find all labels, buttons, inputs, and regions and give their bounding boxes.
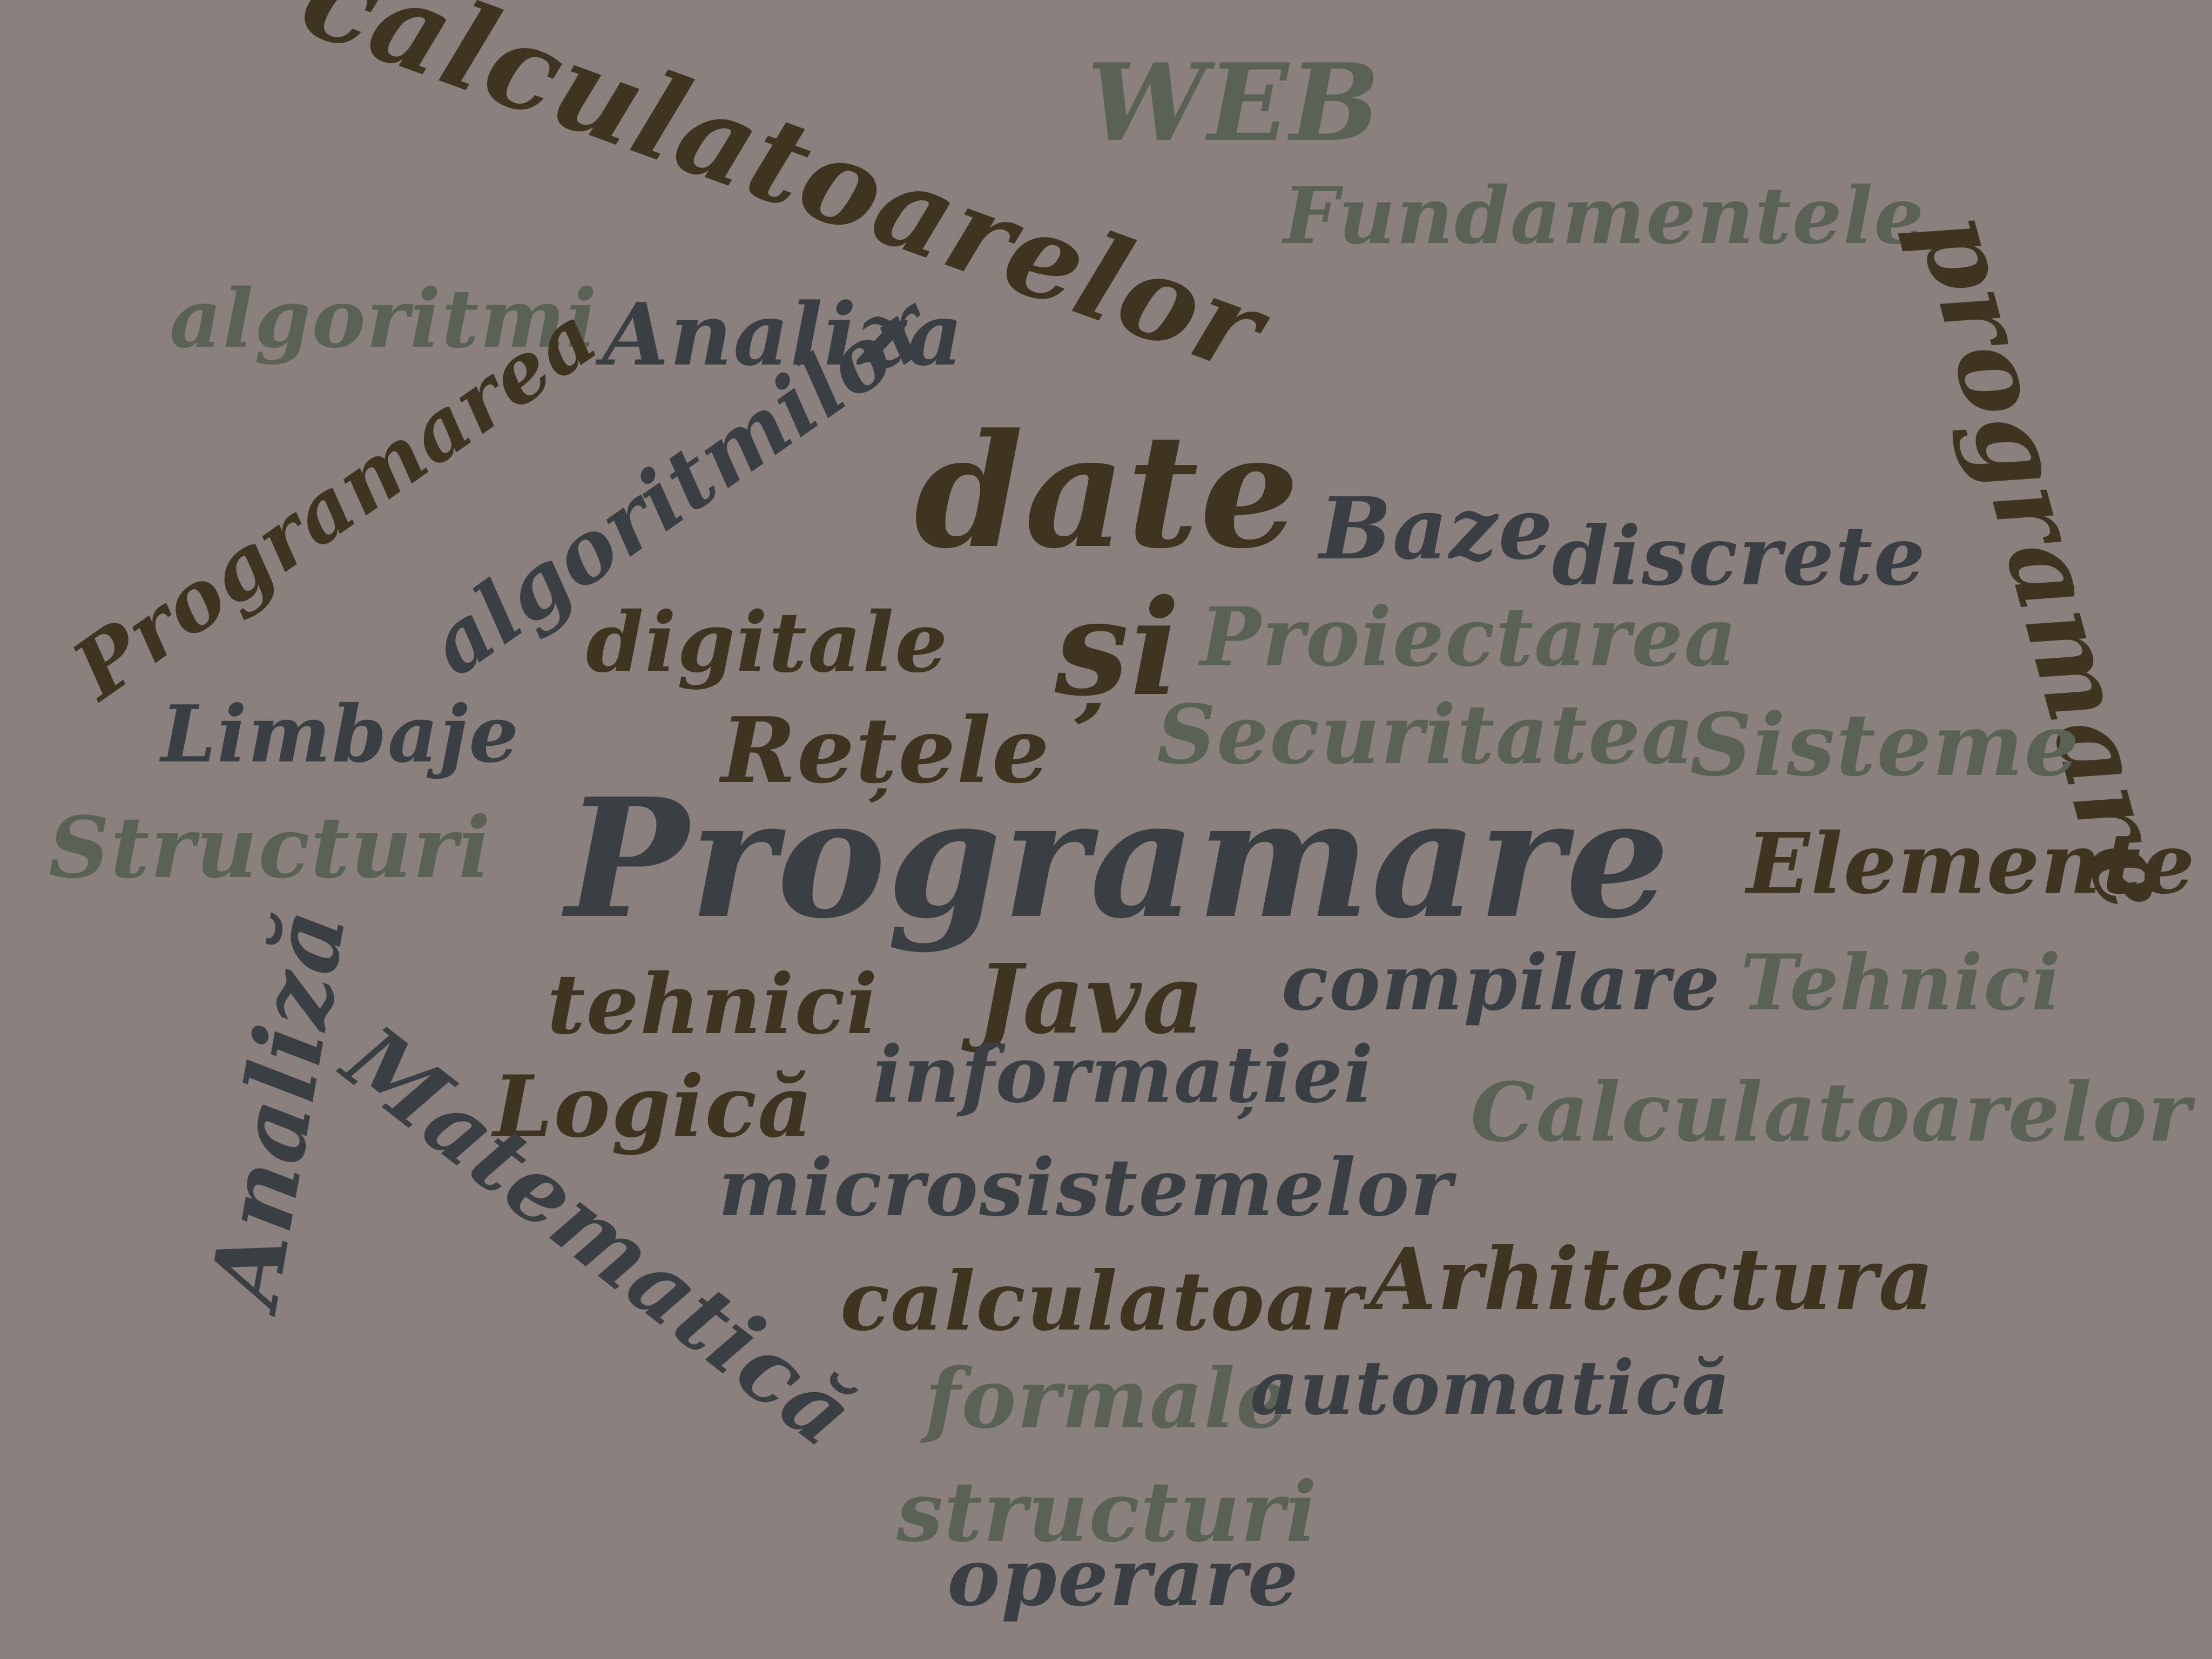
word-si: și	[1055, 570, 1182, 725]
word-fundamentele: Fundamentele	[1283, 170, 1925, 262]
word-algoritmi: algoritmi	[170, 272, 598, 366]
word-date: date	[914, 400, 1300, 583]
word-limbaje: Limbaje	[161, 689, 520, 780]
word-logica: Logică	[493, 1057, 814, 1157]
word-discrete: discrete	[1552, 509, 1926, 604]
word-retele: Rețele	[721, 698, 1051, 804]
word-sisteme: Sisteme	[1690, 695, 2080, 795]
word-calculatoar: calculatoar	[840, 1254, 1363, 1349]
word-web: WEB	[1087, 41, 1381, 165]
word-securitatea: Securitatea	[1157, 686, 1696, 783]
word-programare-vertical: programare	[1894, 199, 2201, 925]
word-analiza: Analiza	[602, 285, 965, 385]
word-structuri-lower: structuri	[896, 1464, 1318, 1561]
word-formale: formale	[925, 1350, 1290, 1447]
word-calculatoarelor-capital: Calculatoarelor	[1471, 1065, 2192, 1160]
word-proiectarea: Proiectarea	[1200, 590, 1738, 685]
word-informatiei: informației	[873, 1029, 1374, 1120]
word-baze: Baze	[1319, 479, 1554, 579]
word-compilare: compilare	[1282, 938, 1721, 1028]
word-tehnici-capital: Tehnici	[1741, 938, 2062, 1028]
word-programare-main: Programare	[565, 763, 1671, 955]
word-arhitectura: Arhitectura	[1370, 1230, 1935, 1330]
word-automatica: automatică	[1250, 1344, 1731, 1432]
word-elemente: Elemente	[1746, 815, 2196, 913]
word-java: Java	[976, 943, 1205, 1055]
word-digitale: digitale	[586, 594, 949, 691]
word-analiza-vertical: Analiză	[188, 900, 368, 1314]
word-operare: operare	[947, 1530, 1300, 1624]
word-tehnici-lower: tehnici	[547, 956, 879, 1053]
word-microsistemelor: microsistemelor	[718, 1142, 1453, 1234]
word-structuri-capital: Structuri	[49, 798, 492, 897]
